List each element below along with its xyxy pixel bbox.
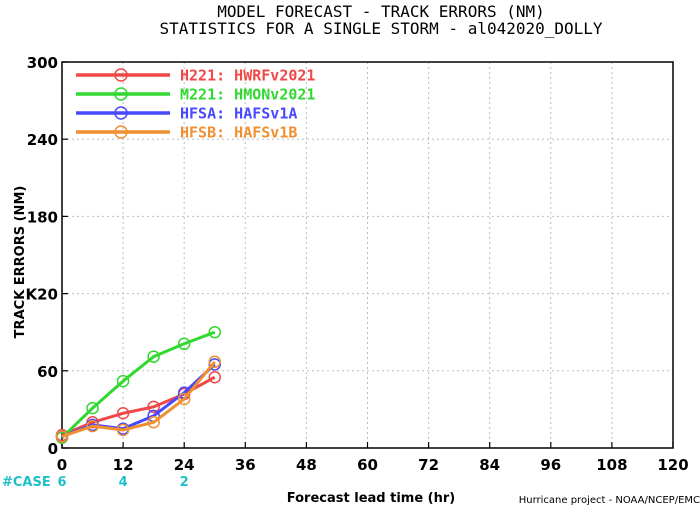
- case-count: 6: [57, 475, 66, 490]
- chart-subtitle: STATISTICS FOR A SINGLE STORM - al042020…: [159, 19, 602, 38]
- case-count: 2: [180, 475, 189, 490]
- data-point-marker: [86, 419, 99, 433]
- case-counts: 6 4 2: [57, 475, 188, 490]
- case-label: #CASE: [2, 475, 51, 490]
- tick-labels: 0 12 24 36 48 60 72 84 96 108 120 0 60 K20 180 240 300: [26, 54, 689, 474]
- plot-frame: [61, 61, 674, 449]
- data-point-marker: [147, 416, 160, 429]
- legend-entry: HFSA: HAFSv1A: [180, 105, 297, 123]
- data-point-marker: [208, 355, 221, 369]
- chart-title: MODEL FORECAST - TRACK ERRORS (NM): [217, 2, 545, 21]
- data-point-marker: [147, 350, 160, 363]
- x-tick-label: 60: [357, 456, 378, 474]
- x-tick-label: 48: [296, 456, 317, 474]
- y-tick-label: 300: [27, 54, 58, 72]
- data-point-marker: [116, 423, 130, 437]
- x-axis-label: Forecast lead time (hr): [287, 491, 455, 506]
- x-tick-label: 24: [174, 456, 195, 474]
- data-point-marker: [208, 370, 221, 384]
- legend-entry: H221: HWRFv2021: [180, 67, 315, 85]
- data-point-marker: [86, 401, 99, 415]
- x-tick-label: 36: [235, 456, 256, 474]
- data-point-marker: [116, 407, 130, 420]
- case-count: 4: [119, 475, 128, 490]
- series-lines: [55, 325, 221, 444]
- grid: [62, 62, 673, 448]
- data-point-marker: [55, 430, 69, 443]
- y-tick-label: 240: [27, 131, 58, 149]
- x-tick-label: 72: [418, 456, 439, 474]
- y-axis-label: TRACK ERRORS (NM): [13, 186, 28, 339]
- data-point-marker: [177, 337, 191, 351]
- legend-entry: HFSB: HAFSv1B: [180, 124, 297, 142]
- legend-marker: [114, 106, 128, 120]
- legend-marker: [114, 87, 128, 101]
- x-tick-label: 96: [540, 456, 561, 474]
- legend-entry: M221: HMONv2021: [180, 86, 315, 104]
- x-tick-label: 108: [596, 456, 627, 474]
- x-tick-label: 120: [657, 456, 688, 474]
- credit-text: Hurricane project - NOAA/NCEP/EMC: [519, 495, 700, 506]
- data-point-marker: [208, 325, 221, 339]
- data-point-marker: [177, 392, 191, 406]
- x-tick-label: 84: [479, 456, 500, 474]
- legend-marker: [114, 68, 128, 82]
- legend-marker: [114, 125, 128, 139]
- x-tick-label: 12: [113, 456, 134, 474]
- data-point-marker: [147, 400, 160, 414]
- y-tick-label: 60: [37, 363, 58, 381]
- y-tick-label: K20: [26, 286, 59, 304]
- data-point-marker: [116, 374, 130, 388]
- y-tick-label: 0: [48, 440, 58, 458]
- x-tick-label: 0: [57, 456, 67, 474]
- y-tick-label: 180: [27, 208, 58, 226]
